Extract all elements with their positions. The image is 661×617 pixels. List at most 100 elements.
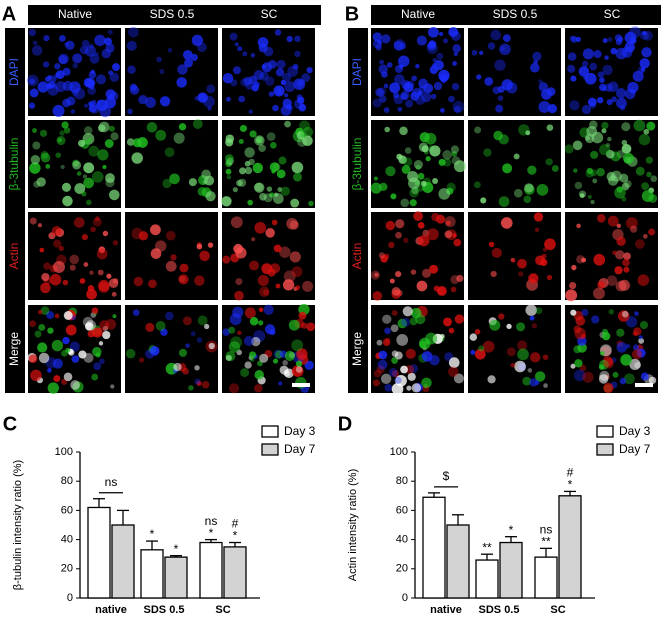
- cell: [567, 52, 577, 61]
- cell: [576, 223, 581, 229]
- cell: [397, 318, 408, 329]
- cell: [254, 370, 264, 380]
- cell: [451, 151, 458, 157]
- cell: [579, 364, 587, 372]
- significance-label: *: [150, 527, 155, 541]
- cell: [407, 171, 419, 183]
- bar: [475, 559, 499, 599]
- cell: [602, 38, 608, 44]
- cell: [436, 52, 444, 60]
- cell: [589, 62, 598, 71]
- cell: [102, 330, 111, 340]
- column-header: Native: [58, 7, 92, 21]
- micrograph: [28, 120, 121, 208]
- cell: [410, 269, 417, 275]
- cell: [107, 29, 113, 35]
- cell: [232, 306, 244, 318]
- cell: [73, 217, 85, 228]
- cell: [500, 217, 513, 229]
- cell: [258, 144, 266, 153]
- cell: [232, 66, 241, 75]
- cell: [268, 91, 275, 97]
- cell: [453, 238, 462, 247]
- cell: [418, 337, 431, 350]
- cell: [182, 367, 189, 375]
- cell: [294, 50, 301, 58]
- cell: [94, 216, 100, 222]
- cell: [185, 343, 190, 348]
- cell: [530, 352, 541, 363]
- column-header: SDS 0.5: [150, 7, 195, 21]
- cell: [82, 174, 88, 179]
- cell: [453, 105, 461, 114]
- cell: [484, 76, 494, 86]
- cell: [249, 260, 260, 271]
- cell: [196, 243, 203, 250]
- cell: [578, 190, 587, 198]
- cell: [289, 251, 301, 263]
- cell: [620, 354, 632, 366]
- cell: [516, 322, 526, 332]
- cell: [409, 364, 419, 374]
- cell: [234, 42, 239, 47]
- row-label: DAPI: [350, 58, 364, 86]
- cell: [452, 44, 461, 53]
- cell: [474, 126, 482, 134]
- cell: [257, 37, 269, 48]
- cell: [88, 104, 97, 113]
- micrograph: [27, 28, 121, 118]
- cell: [111, 291, 117, 297]
- cell: [150, 224, 161, 236]
- cell: [499, 43, 511, 56]
- cell: [252, 162, 264, 174]
- cell: [476, 74, 482, 80]
- cell: [383, 253, 390, 260]
- cell: [643, 234, 648, 239]
- cell: [160, 328, 168, 336]
- cell: [629, 358, 641, 371]
- y-tick-label: 80: [61, 475, 73, 487]
- cell: [382, 338, 391, 347]
- cell: [544, 238, 556, 251]
- cell: [89, 270, 94, 275]
- cell: [89, 43, 94, 49]
- cell: [612, 371, 619, 378]
- cell: [603, 358, 614, 369]
- micrograph: [27, 305, 121, 394]
- cell: [86, 288, 97, 300]
- bar: [558, 495, 582, 599]
- cell: [248, 109, 253, 114]
- micrograph: [221, 120, 315, 208]
- cell: [30, 369, 42, 382]
- significance-label: ns: [540, 523, 553, 537]
- cell: [94, 34, 106, 46]
- cell: [199, 250, 210, 262]
- cell: [240, 78, 249, 87]
- cell: [278, 156, 287, 165]
- cell: [228, 383, 240, 394]
- cell: [426, 228, 439, 241]
- cell: [127, 65, 136, 74]
- y-tick-label: 60: [61, 504, 73, 516]
- cell: [606, 99, 613, 106]
- cell: [400, 92, 408, 100]
- cell: [269, 162, 280, 172]
- cell: [58, 54, 68, 65]
- significance-label: ns: [205, 514, 218, 528]
- cell: [63, 372, 73, 382]
- cell: [511, 258, 516, 263]
- cell: [87, 285, 95, 292]
- cell: [83, 162, 95, 174]
- cell: [573, 369, 586, 382]
- cell: [293, 78, 306, 91]
- significance-label: **: [482, 540, 492, 554]
- cell: [205, 191, 216, 202]
- cell: [444, 230, 453, 239]
- legend-label: Day 7: [619, 442, 651, 456]
- cell: [29, 320, 37, 328]
- cell: [438, 158, 446, 166]
- cell: [105, 177, 115, 188]
- cell: [109, 72, 120, 82]
- cell: [83, 262, 89, 267]
- cell: [98, 279, 110, 292]
